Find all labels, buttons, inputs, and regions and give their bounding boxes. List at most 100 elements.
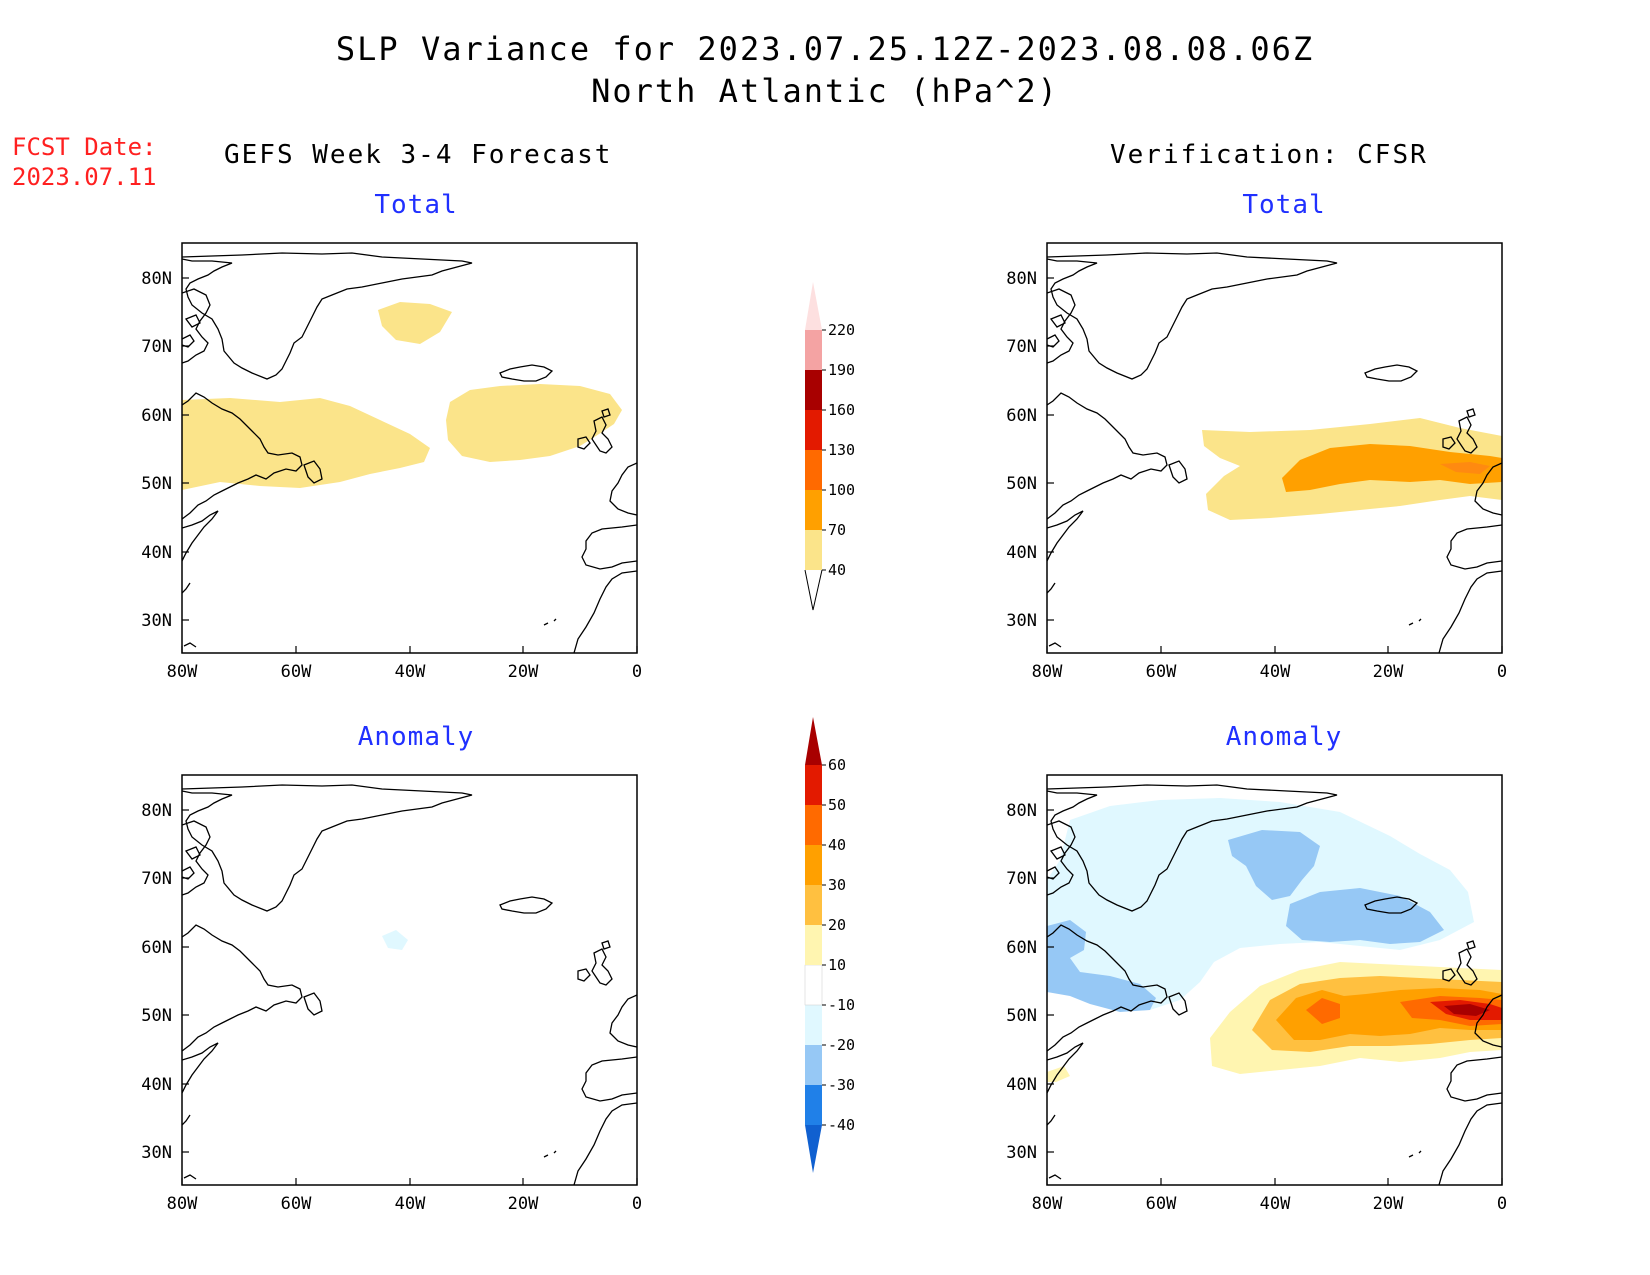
anomaly-colorbar-segment <box>805 1045 822 1085</box>
lon-label: 80W <box>167 1194 198 1214</box>
lon-label: 80W <box>167 662 198 682</box>
fcst-date: 2023.07.11 <box>12 163 157 191</box>
verification-total-contour-70 <box>1282 444 1502 492</box>
lon-label: 40W <box>1260 662 1291 682</box>
anomaly-colorbar-label: 50 <box>828 796 846 814</box>
lon-label: 20W <box>1373 662 1404 682</box>
total-colorbar-segment <box>805 370 822 410</box>
forecast-total-map <box>181 242 638 654</box>
forecast-anomaly-contour-small <box>382 930 408 950</box>
anomaly-colorbar-segment <box>805 925 822 965</box>
lon-label: 0 <box>1497 1194 1507 1214</box>
total-colorbar-segment <box>805 410 822 450</box>
forecast-anomaly-label: Anomaly <box>357 722 475 752</box>
fcst-label: FCST Date: <box>12 133 157 161</box>
lon-label: 20W <box>1373 1194 1404 1214</box>
verification-total-map <box>1046 242 1503 654</box>
anomaly-colorbar-segment <box>805 1005 822 1045</box>
total-colorbar-label: 190 <box>828 361 855 379</box>
total-colorbar-label: 130 <box>828 441 855 459</box>
lat-label: 70N <box>141 337 172 357</box>
lat-label: 60N <box>1006 406 1037 426</box>
lat-label: 30N <box>1006 611 1037 631</box>
verification-anomaly-contour-neg20-b <box>1286 888 1444 944</box>
lon-label: 40W <box>395 662 426 682</box>
total-colorbar-segment <box>805 490 822 530</box>
lon-label: 20W <box>508 662 539 682</box>
anomaly-colorbar-label: -30 <box>828 1076 855 1094</box>
total-colorbar-segment <box>805 530 822 570</box>
anomaly-colorbar-segment <box>804 964 823 1006</box>
verification-anomaly-map <box>1046 774 1503 1186</box>
total-colorbar-segment <box>805 330 822 370</box>
lat-label: 60N <box>141 938 172 958</box>
total-colorbar-label: 100 <box>828 481 855 499</box>
total-colorbar-label: 70 <box>828 521 846 539</box>
anomaly-colorbar-label: 60 <box>828 756 846 774</box>
lon-label: 80W <box>1032 662 1063 682</box>
anomaly-colorbar-segment <box>805 885 822 925</box>
anomaly-colorbar-label: -40 <box>828 1116 855 1134</box>
anomaly-colorbar-segment <box>805 845 822 885</box>
lon-label: 80W <box>1032 1194 1063 1214</box>
lon-label: 60W <box>1146 662 1177 682</box>
lon-label: 0 <box>1497 662 1507 682</box>
anomaly-colorbar-segment <box>805 765 822 805</box>
lon-label: 0 <box>632 662 642 682</box>
lat-label: 50N <box>1006 474 1037 494</box>
lat-label: 80N <box>141 801 172 821</box>
total-colorbar-segment <box>805 282 822 330</box>
total-colorbar-label: 220 <box>828 321 855 339</box>
anomaly-colorbar-segment <box>805 805 822 845</box>
anomaly-colorbar-segment <box>805 1125 822 1173</box>
anomaly-colorbar-label: 30 <box>828 876 846 894</box>
lat-label: 30N <box>141 611 172 631</box>
lat-label: 40N <box>141 1075 172 1095</box>
total-colorbar-label: 160 <box>828 401 855 419</box>
anomaly-colorbar-label: -20 <box>828 1036 855 1054</box>
lat-label: 70N <box>1006 869 1037 889</box>
lon-label: 40W <box>395 1194 426 1214</box>
lon-label: 60W <box>281 1194 312 1214</box>
lat-label: 80N <box>1006 269 1037 289</box>
lat-label: 50N <box>141 1006 172 1026</box>
verification-anomaly-contour-pos60 <box>1444 1004 1490 1016</box>
anomaly-colorbar-segment <box>805 1085 822 1125</box>
total-colorbar-label: 40 <box>828 561 846 579</box>
total-colorbar-segment <box>805 450 822 490</box>
forecast-total-label: Total <box>374 190 458 220</box>
lat-label: 80N <box>1006 801 1037 821</box>
colorbars-layer: 40 70 100 130 160 190 220 -40 -30 -20 -10 10 20 30 40 5… <box>804 282 855 1173</box>
verification-header: Verification: CFSR <box>1110 140 1428 170</box>
lat-label: 80N <box>141 269 172 289</box>
anomaly-colorbar-label: 10 <box>828 956 846 974</box>
total-colorbar-lower-tail <box>804 569 823 611</box>
forecast-anomaly-map <box>181 774 638 1186</box>
lon-label: 0 <box>632 1194 642 1214</box>
anomaly-colorbar-label: 40 <box>828 836 846 854</box>
lat-label: 30N <box>141 1143 172 1163</box>
verification-anomaly-label: Anomaly <box>1225 722 1343 752</box>
lat-label: 60N <box>141 406 172 426</box>
anomaly-colorbar-label: -10 <box>828 996 855 1014</box>
lon-label: 40W <box>1260 1194 1291 1214</box>
anomaly-colorbar-segment <box>805 717 822 765</box>
verification-anomaly-contour-neg20-c <box>1047 920 1156 1012</box>
lat-label: 40N <box>141 543 172 563</box>
lat-label: 70N <box>1006 337 1037 357</box>
verification-anomaly-contour-neg20-a <box>1228 830 1320 900</box>
main-title: SLP Variance for 2023.07.25.12Z-2023.08.… <box>335 30 1315 68</box>
forecast-total-contour-labrador <box>182 398 430 490</box>
lon-label: 60W <box>281 662 312 682</box>
lat-label: 60N <box>1006 938 1037 958</box>
lat-label: 70N <box>141 869 172 889</box>
lat-label: 40N <box>1006 543 1037 563</box>
lon-label: 60W <box>1146 1194 1177 1214</box>
verification-anomaly-contour-neg10 <box>1047 798 1474 1010</box>
verification-total-contour-100 <box>1440 462 1490 474</box>
axes-layer: 80N 70N 60N 50N 40N 30N 80W 60W 40W 20W 0 80N 70N 60N… <box>141 269 1507 1214</box>
anomaly-colorbar-label: 20 <box>828 916 846 934</box>
lat-label: 40N <box>1006 1075 1037 1095</box>
forecast-total-contour-greenland <box>378 302 452 344</box>
